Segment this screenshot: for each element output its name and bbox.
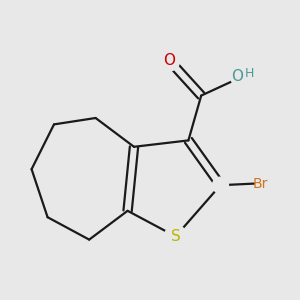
Circle shape bbox=[159, 50, 180, 71]
Circle shape bbox=[212, 177, 228, 193]
Circle shape bbox=[231, 64, 255, 88]
Text: H: H bbox=[244, 67, 254, 80]
Text: O: O bbox=[231, 69, 243, 84]
Text: S: S bbox=[171, 229, 181, 244]
Text: Br: Br bbox=[252, 177, 268, 190]
Circle shape bbox=[164, 225, 187, 248]
Text: O: O bbox=[163, 53, 175, 68]
